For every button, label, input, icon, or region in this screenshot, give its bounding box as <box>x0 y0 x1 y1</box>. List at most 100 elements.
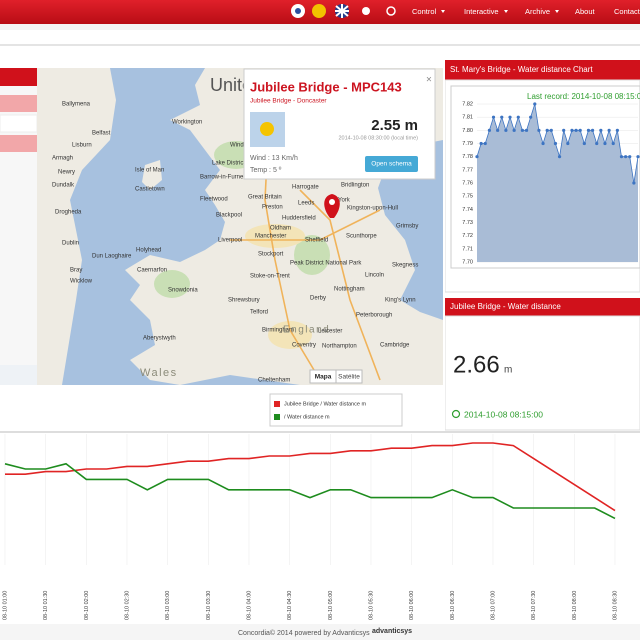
nav-item[interactable]: Control <box>412 7 437 16</box>
flag-uk-cross <box>335 4 349 18</box>
park <box>154 270 190 298</box>
x-tick-label: 08-10 02:00 <box>84 591 90 620</box>
nav-item[interactable]: Contact <box>614 7 640 16</box>
data-point <box>570 128 574 132</box>
panel-header <box>445 60 640 80</box>
map-label: King's Lynn <box>385 298 416 304</box>
map-label: Isle of Man <box>135 168 164 174</box>
map-button-label: Mapa <box>315 374 332 381</box>
x-tick-label: 08-10 07:30 <box>531 591 537 620</box>
data-point <box>566 141 570 146</box>
map-label: Drogheda <box>55 210 82 216</box>
map-label: Newry <box>58 170 75 176</box>
ireland <box>37 68 116 385</box>
map-label: Lisburn <box>72 143 92 149</box>
legend-swatch <box>274 414 280 420</box>
map-label: Huddersfield <box>282 216 316 222</box>
urban-area <box>245 224 305 248</box>
x-tick-label: 08-10 02:30 <box>124 591 130 620</box>
y-tick-label: 7.71 <box>462 246 473 252</box>
legend <box>269 393 403 427</box>
data-point <box>599 128 603 132</box>
map-button[interactable] <box>335 369 363 384</box>
map-label: Peak District National Park <box>290 261 362 267</box>
data-point <box>562 128 566 132</box>
map-label: Armagh <box>52 156 73 162</box>
caret <box>441 10 445 13</box>
y-tick-label: 7.77 <box>462 167 473 173</box>
marker-dot <box>329 199 335 205</box>
area-chart: 7.70 7.71 7.72 7.73 7.74 7.75 7.76 7.77 7.78 7.79… <box>462 101 640 265</box>
map-marker[interactable] <box>324 194 340 218</box>
map-label: Holyhead <box>136 248 161 254</box>
data-point <box>491 115 496 119</box>
y-tick-label: 7.80 <box>462 128 473 134</box>
y-tick-label: 7.72 <box>462 233 473 239</box>
flag-korea-center <box>295 8 301 14</box>
map-label: Lincoln <box>365 273 384 279</box>
gauge-icon[interactable] <box>386 6 396 16</box>
x-tick-label: 08-10 03:00 <box>165 591 171 620</box>
map-label: Ballymena <box>62 102 91 108</box>
x-tick-label: 08-10 06:30 <box>450 591 456 620</box>
map-label: Bridlington <box>341 183 369 189</box>
data-point <box>636 155 640 159</box>
map-label: Dublin <box>62 241 79 247</box>
y-tick-label: 7.76 <box>462 180 473 186</box>
nav-item[interactable]: Interactive <box>464 7 499 16</box>
data-point <box>504 128 508 132</box>
map-label: Liverpool <box>218 238 242 244</box>
footer <box>0 624 640 640</box>
map-label: Leeds <box>298 201 314 207</box>
map-label: Stockport <box>258 252 284 258</box>
panel-body <box>445 315 640 431</box>
map-label: Preston <box>262 205 283 211</box>
legend-label: Jubilee Bridge / Water distance m <box>284 401 366 407</box>
map-label: Wicklow <box>70 279 93 285</box>
flag-spain[interactable] <box>312 4 326 18</box>
popup-close[interactable]: × <box>426 75 432 86</box>
data-point <box>578 128 582 132</box>
y-tick-label: 7.82 <box>462 101 473 107</box>
map-label: Kingston-upon-Hull <box>347 206 398 212</box>
sidebar-row <box>0 114 38 133</box>
y-tick-label: 7.81 <box>462 115 473 121</box>
data-point <box>541 141 545 146</box>
data-point <box>619 155 624 159</box>
north-sea <box>378 140 443 320</box>
x-tick-label: 08-10 01:30 <box>43 591 49 620</box>
open-schema-button[interactable] <box>365 156 418 172</box>
line-chart: 08-10 01:00 08-10 01:30 08-10 02:00 08-10 0… <box>2 434 618 620</box>
nav-item[interactable]: Archive <box>525 7 550 16</box>
popup-temp: Temp : 5 º <box>250 167 282 174</box>
data-point <box>520 128 525 132</box>
data-point <box>533 102 537 106</box>
data-point <box>632 181 636 185</box>
data-point <box>607 128 611 132</box>
map-label: Stoke-on-Trent <box>250 274 290 280</box>
map-label: Cambridge <box>380 343 410 349</box>
popup-wind: Wind : 13 Km/h <box>250 155 298 162</box>
data-point <box>615 128 619 132</box>
map-label: Belfast <box>92 131 111 137</box>
map-label: Manchester <box>255 234 286 240</box>
data-point <box>582 141 586 146</box>
y-tick-label: 7.79 <box>462 141 473 147</box>
data-point <box>516 115 520 119</box>
popup-timestamp: 2014-10-08 08:30:00 (local time) <box>339 135 419 141</box>
data-point <box>595 141 599 146</box>
nav-menu: Control Interactive Archive About Contact <box>412 7 640 16</box>
sidebar-header <box>0 68 37 86</box>
map-label: Birmingham <box>262 328 294 334</box>
map-label: Fleetwood <box>200 197 228 203</box>
panel-unit: m <box>504 365 512 376</box>
globe-icon[interactable] <box>362 7 370 15</box>
panel-title: Jubilee Bridge - Water distance <box>450 302 561 311</box>
x-tick-label: 08-10 01:00 <box>2 591 8 620</box>
data-point <box>549 128 553 132</box>
popup-subtitle: Jubilee Bridge - Doncaster <box>250 98 327 105</box>
nav-item[interactable]: About <box>575 7 596 16</box>
data-point <box>590 128 595 132</box>
map-label: Peterborough <box>356 313 392 319</box>
button-label: Open schema <box>371 161 412 168</box>
